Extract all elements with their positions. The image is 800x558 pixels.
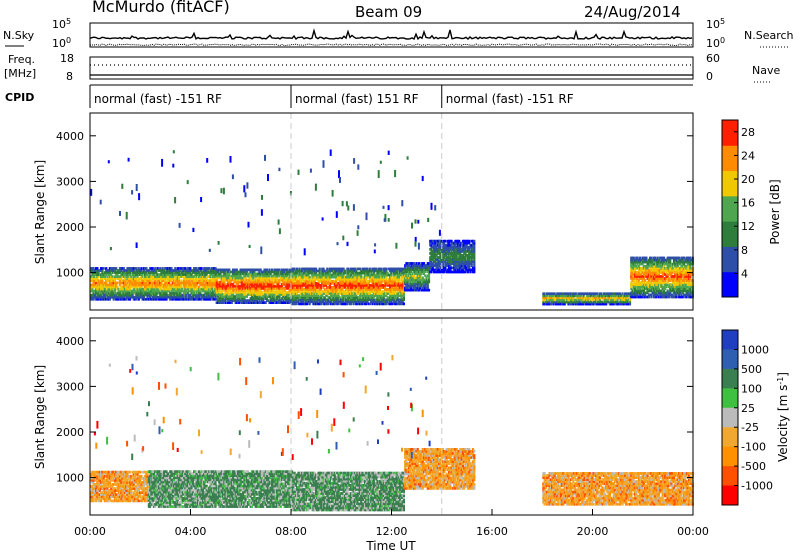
heatmap-cell: [468, 240, 470, 243]
heatmap-cell: [319, 268, 321, 271]
noise-left-tick-top: 105: [52, 17, 71, 32]
noise-left-tick-bottom: 100: [52, 36, 71, 51]
cpid-segment-label: normal (fast) -151 RF: [446, 92, 574, 106]
heatmap-cell: [428, 289, 430, 292]
station-title: McMurdo (fitACF): [92, 0, 230, 16]
cpid-panel: CPID normal (fast) -151 RF normal (fast) …: [5, 85, 693, 108]
noise-panel: N.Sky 105 100 105 100 N.Search: [3, 17, 794, 51]
noise-right-tick-top: 105: [706, 17, 725, 32]
beam-title: Beam 09: [355, 3, 422, 21]
freq-panel: Freq. [MHz] 18 8 60 0 Nave: [4, 52, 780, 83]
heatmap-cell: [380, 268, 382, 271]
freq-left-tick-top: 18: [60, 52, 74, 65]
heatmap-cell: [201, 267, 203, 270]
heatmap-cell: [116, 282, 118, 285]
freq-right-tick-bottom: 0: [706, 70, 713, 83]
nave-label: Nave: [752, 64, 780, 77]
freq-right-tick-top: 60: [706, 52, 720, 65]
noise-right-label: N.Search: [744, 29, 794, 42]
heatmap-cell: [309, 276, 311, 279]
heatmap-cell: [344, 270, 346, 273]
noise-sky-line: [90, 30, 692, 39]
freq-label-2: [MHz]: [4, 67, 36, 80]
heatmap-cell: [473, 240, 475, 243]
noise-right-tick-bottom: 100: [706, 36, 725, 51]
cpid-label: CPID: [5, 91, 34, 104]
noise-search-line: [90, 44, 692, 46]
heatmap-cell: [403, 303, 405, 306]
heatmap-cell: [385, 268, 387, 271]
cpid-segment-label: normal (fast) 151 RF: [295, 92, 419, 106]
cpid-segment-label: normal (fast) -151 RF: [94, 92, 222, 106]
heatmap-cell: [645, 257, 647, 260]
heatmap-cell: [103, 267, 105, 270]
noise-left-label: N.Sky: [3, 29, 35, 42]
heatmap-cell: [444, 240, 446, 243]
freq-label-1: Freq.: [8, 53, 35, 66]
heatmap-cell: [261, 291, 263, 294]
heatmap-cell: [140, 267, 142, 270]
date-title: 24/Aug/2014: [584, 3, 681, 21]
freq-left-tick-bottom: 8: [66, 70, 73, 83]
